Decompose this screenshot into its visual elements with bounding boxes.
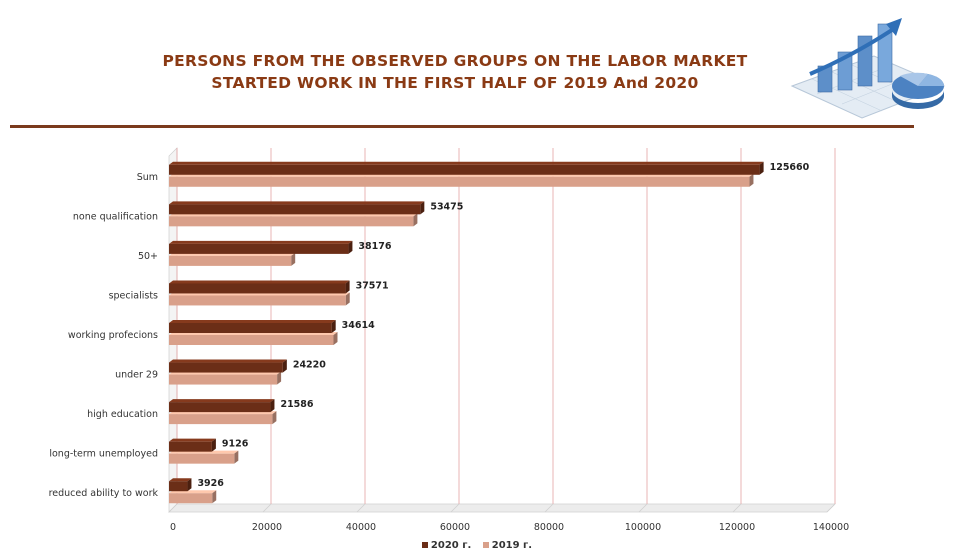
bar-2020-end [282,359,287,373]
bar-2020 [169,481,188,492]
x-tick-label: 120000 [719,522,755,533]
bar-2020-top [169,438,216,442]
chart-title: PERSONS FROM THE OBSERVED GROUPS ON THE … [60,50,850,94]
gridline-floor [732,503,742,513]
bar-2019 [169,453,235,464]
chart-floor [168,503,836,513]
bar-2020 [169,441,212,452]
bar-2019-end [272,411,277,425]
legend-item-2019: 2019 г. [482,540,533,551]
bar-2020-end [270,399,275,413]
bar-2020-top [169,399,275,403]
bar-2020-end [348,240,353,254]
bar-2020 [169,362,283,373]
bar-2020-end [187,478,192,492]
title-line-2: STARTED WORK IN THE FIRST HALF OF 2019 A… [211,74,699,92]
category-label: working profecions [68,330,158,341]
x-tick-label: 60000 [440,522,470,533]
bar-2019 [169,414,273,425]
gridline-floor [544,503,554,513]
legend-item-2020: 2020 г. [421,540,475,551]
x-tick-label: 140000 [813,522,849,533]
category-label: reduced ability to work [49,488,159,499]
bar-2020-top [169,201,425,205]
legend-swatch-2020 [421,542,428,548]
data-label-2020: 37571 [356,280,389,291]
x-tick-label: 100000 [625,522,661,533]
bar-2020-end [420,201,425,215]
data-label-2020: 125660 [770,162,810,173]
chart-illustration-icon [790,18,946,119]
bar-2020-top [169,320,336,323]
bar-2020-top [169,280,350,284]
bar-2019-end [234,450,239,464]
legend-label-2019: 2019 г. [491,540,533,551]
category-label: Sum [137,172,158,183]
gridline-floor [450,503,460,513]
category-label: high education [87,409,158,420]
data-label-2020: 24220 [293,360,326,371]
gridline-floor [168,503,178,513]
bar-2020 [169,204,421,215]
bar-2020 [169,243,349,254]
data-label-2020: 38176 [358,241,391,252]
legend-swatch-2019 [482,542,489,548]
gridline-floor [826,503,836,513]
bar-2020-end [759,161,764,175]
bar-2019-end [277,371,282,385]
bar-2019 [169,335,334,345]
data-label-2020: 34614 [342,320,375,331]
bar-chart: 0 20000 40000 60000 80000 100000 120000 140000 S… [49,147,849,533]
bar-2020-top [169,478,192,482]
x-tick-label: 40000 [346,522,376,533]
bar-2020 [169,323,332,333]
bar-2019 [169,374,278,385]
bar-2019-end [333,332,338,345]
title-line-1: PERSONS FROM THE OBSERVED GROUPS ON THE … [162,52,748,70]
category-label: under 29 [115,370,158,381]
bar-2019-end [212,490,217,504]
bar-2019-end [413,213,418,227]
bar-2019 [169,255,292,266]
data-label-2020: 21586 [280,399,313,410]
data-label-2020: 9126 [222,439,249,450]
bar-2019 [169,493,213,504]
gridline-floor [262,503,272,513]
bar-2020 [169,164,760,175]
x-tick-label: 0 [170,522,176,533]
bar-2020 [169,402,271,413]
category-label: specialists [109,290,158,301]
bar-2019-end [291,252,296,266]
category-label: long-term unemployed [49,449,158,460]
bar-2019 [169,295,346,306]
bar-2020-top [169,240,353,244]
data-label-2020: 53475 [430,201,463,212]
x-tick-label: 20000 [252,522,282,533]
bar-2019 [169,216,414,227]
category-label: 50+ [138,251,158,262]
bar-2020-top [169,359,287,363]
bar-2020-top [169,161,764,165]
category-label: none qualification [73,211,158,222]
bar-2019 [169,176,750,187]
bar-2019-end [345,292,350,306]
x-tick-label: 80000 [534,522,564,533]
bar-2020-end [345,280,350,294]
bar-2020-end [211,438,216,452]
legend-label-2020: 2020 г. [430,540,472,551]
bar-2020-end [331,320,336,333]
gridline-floor [356,503,366,513]
bar-2019-end [749,173,754,187]
data-label-2020: 3926 [197,478,224,489]
bar-2020 [169,283,346,294]
gridline-floor [638,503,648,513]
title-divider [10,125,914,128]
chart-legend: 2020 г. 2019 г. [0,540,954,551]
